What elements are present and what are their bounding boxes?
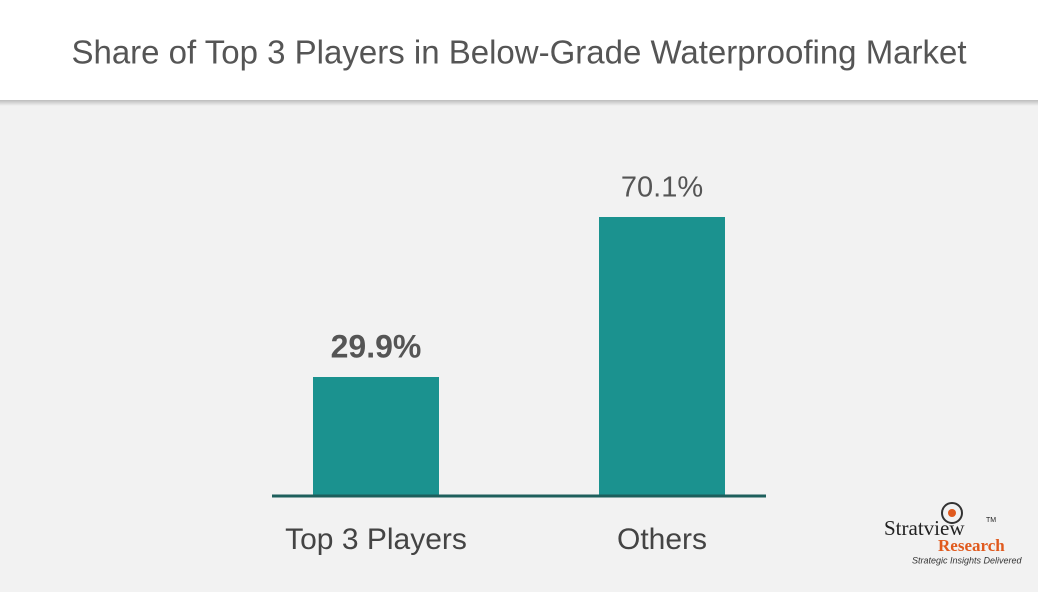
value-label: 29.9% <box>331 328 422 364</box>
logo-tagline: Strategic Insights Delivered <box>912 555 1023 565</box>
chart-title: Share of Top 3 Players in Below-Grade Wa… <box>71 34 966 71</box>
bar <box>313 376 439 496</box>
logo-icon <box>941 502 963 524</box>
logo-subname: Research <box>938 536 1005 555</box>
value-label: 70.1% <box>621 172 703 204</box>
x-tick-label: Top 3 Players <box>285 523 467 556</box>
logo-trademark: TM <box>986 517 996 524</box>
header-shadow <box>0 100 1038 106</box>
logo-name: Stratview <box>884 516 965 540</box>
logo-icon-dot <box>948 509 956 517</box>
header <box>0 0 1038 100</box>
bar <box>599 217 725 496</box>
logo: Stratview TM Research Strategic Insights… <box>884 502 1023 565</box>
x-tick-label: Others <box>617 523 707 556</box>
